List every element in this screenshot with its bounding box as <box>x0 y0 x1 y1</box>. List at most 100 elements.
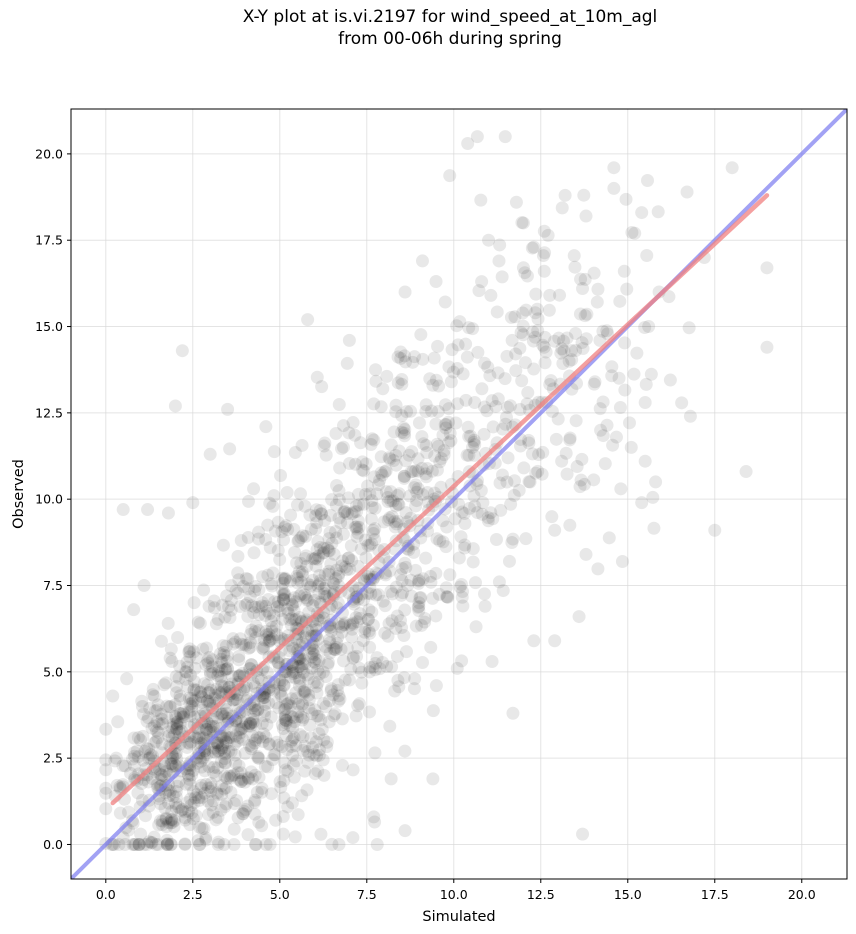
data-point <box>591 562 605 576</box>
data-point <box>450 319 464 333</box>
data-point <box>602 531 616 545</box>
data-point <box>287 770 301 784</box>
data-point <box>242 641 256 655</box>
data-point <box>384 494 398 508</box>
data-point <box>467 433 481 447</box>
data-point <box>162 789 176 803</box>
data-point <box>298 657 312 671</box>
data-point <box>250 785 264 799</box>
data-point <box>170 686 184 700</box>
data-point <box>201 781 215 795</box>
data-point <box>575 452 589 466</box>
reference-lines <box>71 109 847 879</box>
data-point <box>223 611 237 625</box>
data-point <box>249 619 263 633</box>
data-point <box>663 373 677 387</box>
data-point <box>285 796 299 810</box>
data-point <box>261 630 275 644</box>
data-point <box>187 796 201 810</box>
data-point <box>273 677 287 691</box>
data-point <box>286 748 300 762</box>
data-point <box>145 772 159 786</box>
data-point <box>232 649 246 663</box>
data-point <box>239 803 253 817</box>
data-point <box>277 593 291 607</box>
data-point <box>292 660 306 674</box>
data-point <box>348 428 362 442</box>
data-point <box>269 619 283 633</box>
data-point <box>281 697 295 711</box>
data-point <box>336 527 350 541</box>
data-point <box>196 642 210 656</box>
data-point <box>531 312 545 326</box>
data-point <box>157 678 171 692</box>
data-point <box>395 377 409 391</box>
data-point <box>306 599 320 613</box>
data-point <box>614 482 628 496</box>
data-point <box>587 377 601 391</box>
data-point <box>262 737 276 751</box>
data-point <box>493 238 507 252</box>
data-point <box>475 275 489 289</box>
data-point <box>381 513 395 527</box>
data-point <box>211 669 225 683</box>
data-point <box>267 489 281 503</box>
data-point <box>116 759 130 773</box>
data-point <box>126 752 140 766</box>
data-point <box>376 594 390 608</box>
data-point <box>306 740 320 754</box>
data-point <box>192 793 206 807</box>
data-point <box>554 346 568 360</box>
data-point <box>315 380 329 394</box>
data-point <box>312 586 326 600</box>
data-point <box>296 529 310 543</box>
data-point <box>178 811 192 825</box>
data-point <box>513 341 527 355</box>
data-point <box>593 402 607 416</box>
data-point <box>147 736 161 750</box>
data-point <box>168 759 182 773</box>
data-point <box>169 801 183 815</box>
data-point <box>119 821 133 835</box>
data-point <box>197 822 211 836</box>
data-point <box>311 552 325 566</box>
data-point <box>238 746 252 760</box>
data-point <box>368 533 382 547</box>
data-point <box>530 302 544 316</box>
data-point <box>398 422 412 436</box>
data-point <box>155 712 169 726</box>
data-point <box>176 706 190 720</box>
data-point <box>248 600 262 614</box>
data-point <box>420 446 434 460</box>
data-point <box>505 333 519 347</box>
data-point <box>311 676 325 690</box>
data-point <box>617 264 631 278</box>
data-point <box>202 760 216 774</box>
data-point <box>273 553 287 567</box>
data-point <box>507 488 521 502</box>
data-point <box>331 596 345 610</box>
data-point <box>367 397 381 411</box>
data-point <box>268 524 282 538</box>
data-point <box>384 485 398 499</box>
data-point <box>165 721 179 735</box>
data-point <box>374 466 388 480</box>
data-point <box>147 719 161 733</box>
data-point <box>283 613 297 627</box>
data-point <box>504 497 518 511</box>
data-point <box>394 351 408 365</box>
data-point <box>248 793 262 807</box>
data-point <box>397 426 411 440</box>
data-point <box>287 715 301 729</box>
data-point <box>245 623 259 637</box>
data-point <box>398 429 412 443</box>
data-point <box>151 837 165 851</box>
data-point <box>503 399 517 413</box>
data-point <box>146 688 160 702</box>
data-point <box>430 532 444 546</box>
data-point <box>211 837 225 851</box>
data-point <box>341 551 355 565</box>
data-point <box>116 503 130 517</box>
data-point <box>292 679 306 693</box>
data-point <box>400 542 414 556</box>
